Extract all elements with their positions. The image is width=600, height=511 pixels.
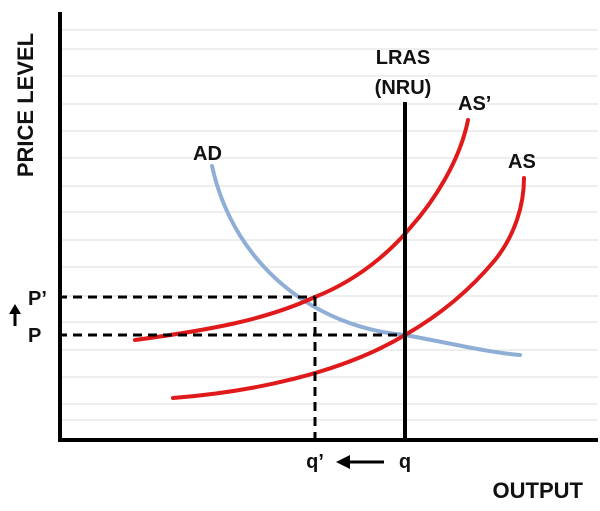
q-label: q (399, 451, 411, 473)
lras-label: LRAS (376, 47, 430, 69)
x-axis-label: OUTPUT (493, 478, 584, 503)
q-prime-label: q’ (306, 451, 324, 473)
ad-label: AD (193, 143, 222, 165)
arrow-up-icon (9, 304, 21, 326)
p-prime-label: P’ (28, 288, 47, 310)
y-axis-label: PRICE LEVEL (13, 33, 38, 177)
as-curve (171, 176, 526, 400)
guide-lines (58, 295, 405, 440)
as-prime-curve (133, 118, 470, 342)
background-grid (60, 29, 598, 421)
as-label: AS (508, 151, 536, 173)
p-label: P (28, 325, 41, 347)
arrow-left-icon (336, 455, 384, 469)
nru-label: (NRU) (375, 77, 432, 99)
as-prime-label: AS’ (458, 93, 491, 115)
ad-curve (210, 164, 522, 357)
